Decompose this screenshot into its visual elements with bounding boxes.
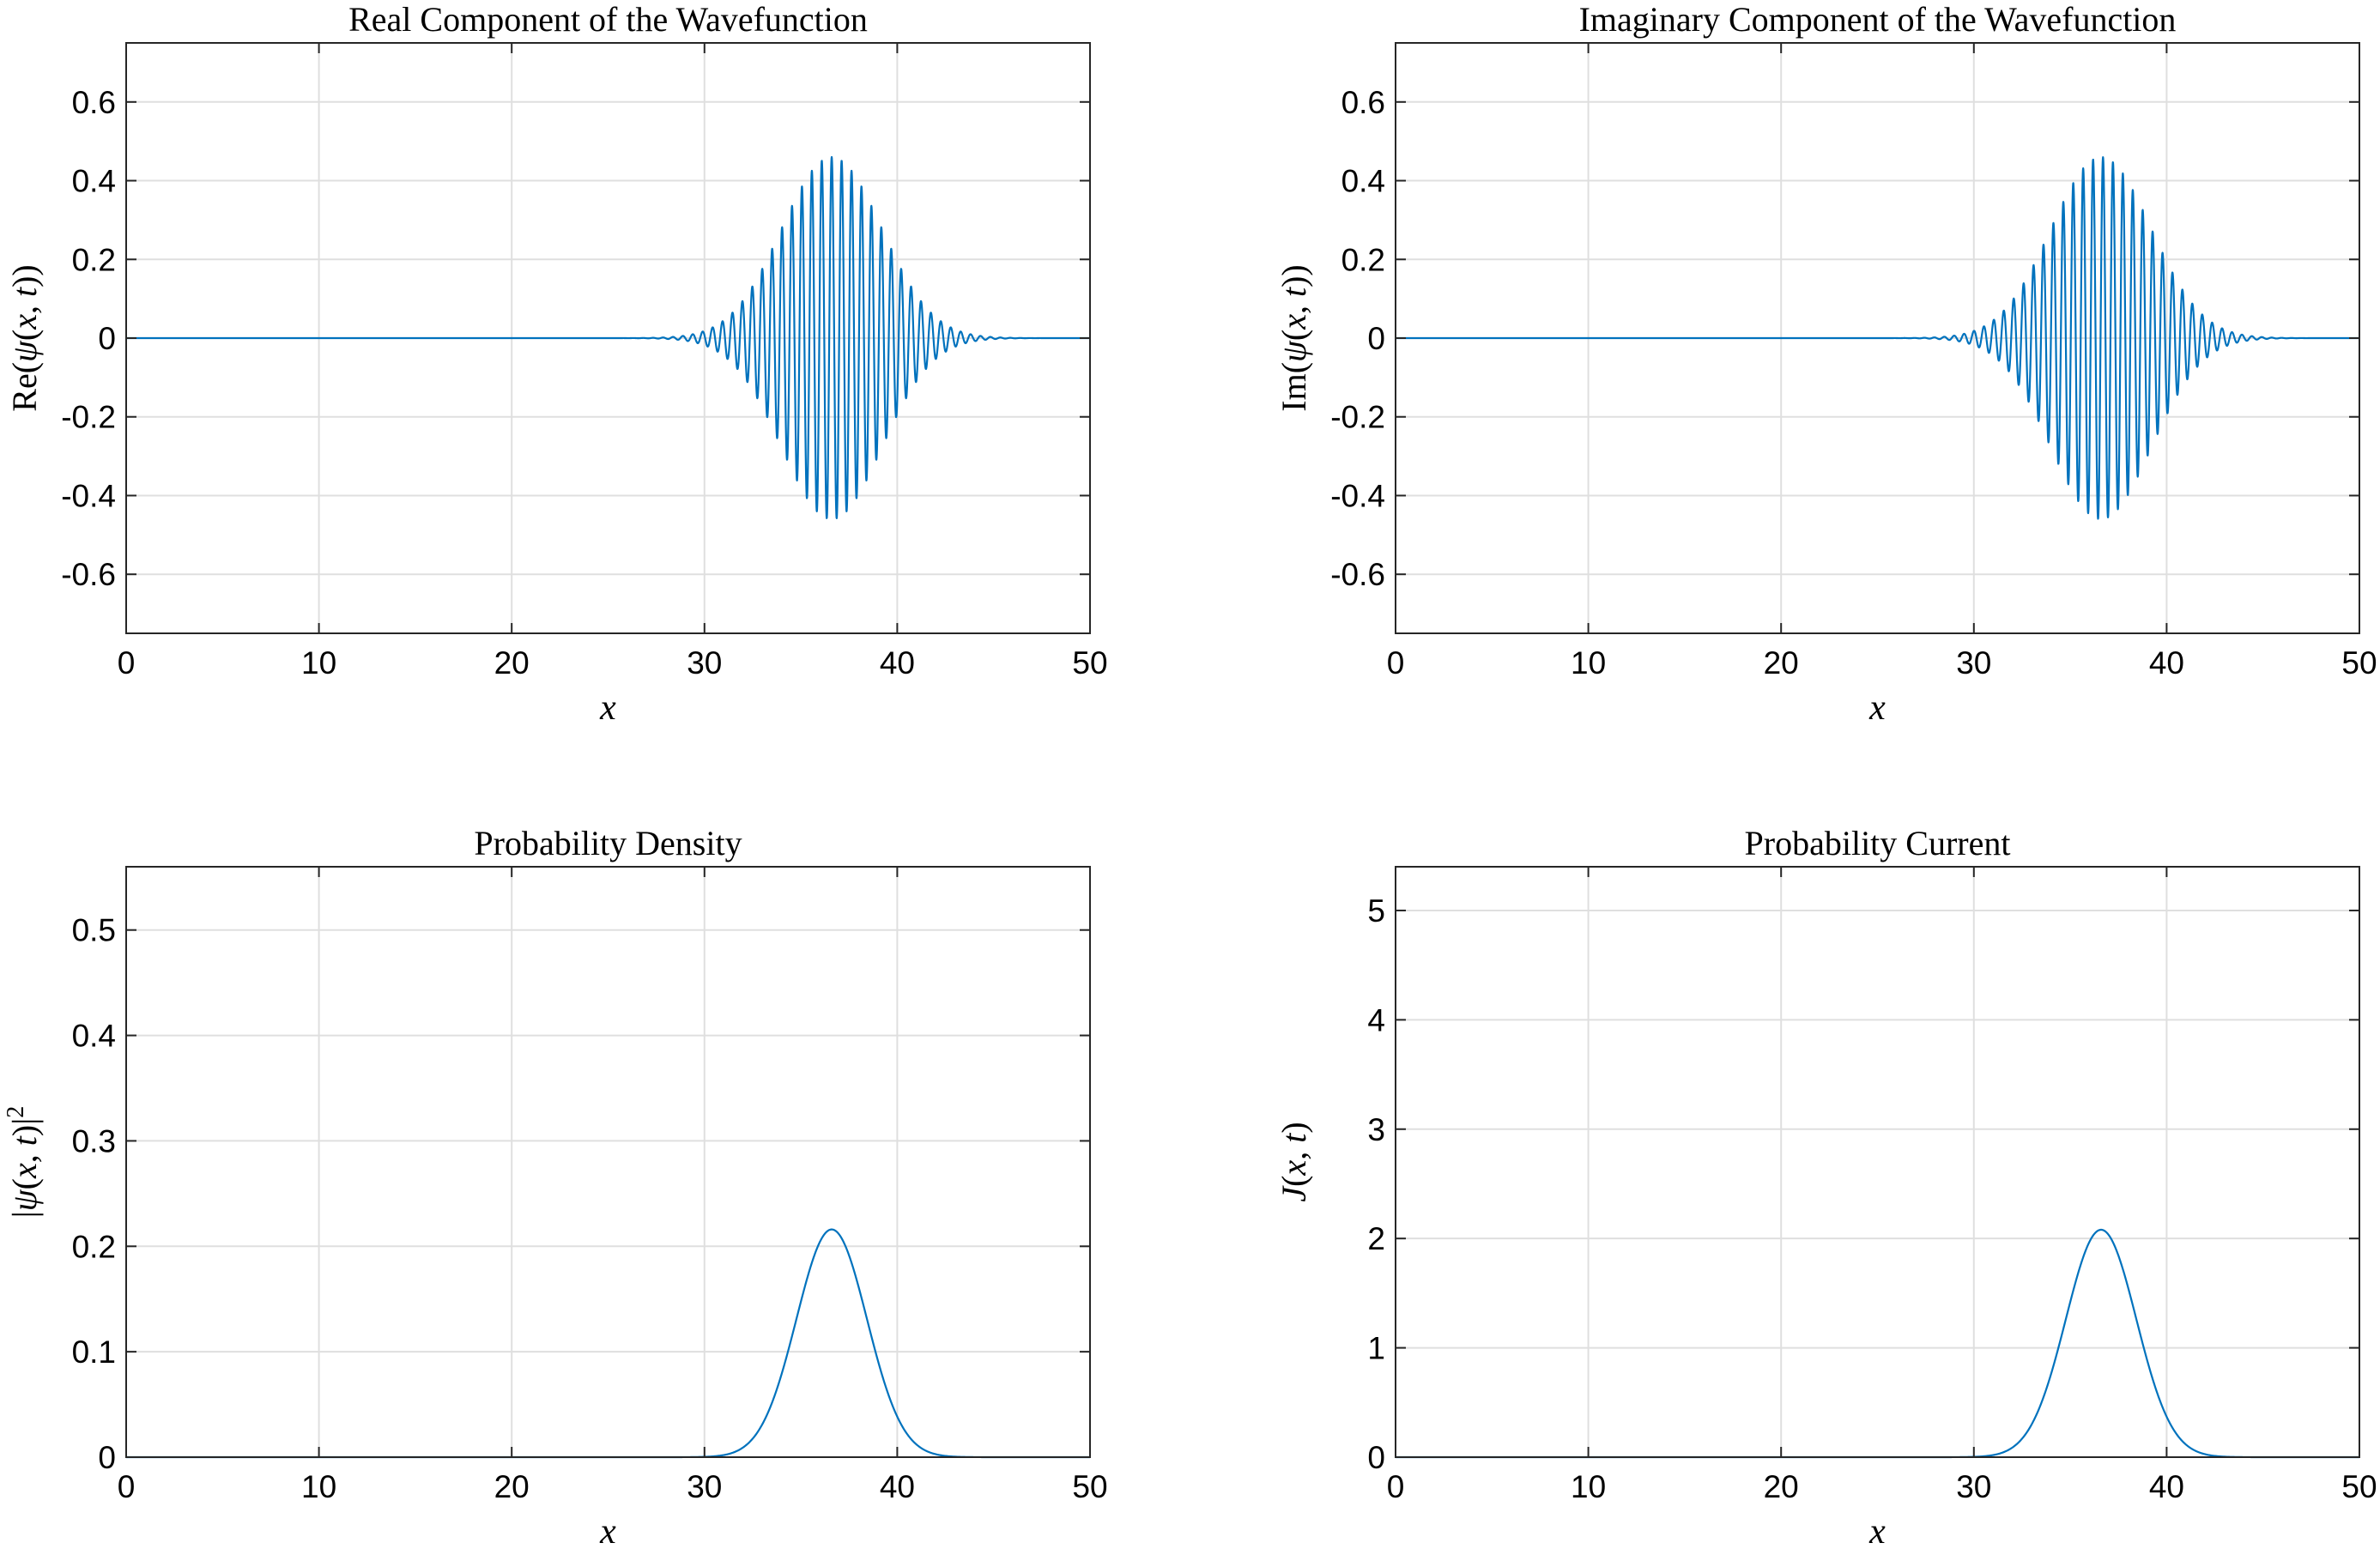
prob-current-title: Probability Current [1745, 824, 2011, 862]
real-part-ytick-label: -0.2 [61, 400, 116, 435]
imag-part-xtick-label: 50 [2341, 645, 2377, 681]
real-part-ytick-label: 0.4 [72, 164, 116, 199]
prob-current-ytick-label: 4 [1367, 1002, 1385, 1038]
real-part-xtick-label: 0 [118, 645, 136, 681]
real-part-xtick-label: 10 [301, 645, 336, 681]
prob-density-ytick-label: 0.4 [72, 1019, 116, 1054]
prob-current-ytick-label: 3 [1367, 1112, 1385, 1147]
real-part-ytick-label: -0.4 [61, 478, 116, 513]
imag-part-ytick-label: 0 [1367, 321, 1385, 356]
imag-part-xtick-label: 20 [1764, 645, 1799, 681]
imag-part-ytick-label: -0.4 [1330, 478, 1385, 513]
real-part-xtick-label: 30 [687, 645, 722, 681]
imag-part-xtick-label: 40 [2149, 645, 2184, 681]
real-part-xtick-label: 20 [494, 645, 530, 681]
prob-density-ytick-label: 0.3 [72, 1123, 116, 1159]
chart-prob-current: 0 10 20 30 40 50 0 1 2 3 4 5 Probability Current x J(x… [1275, 824, 2377, 1552]
prob-current-xlabel: x [1868, 1512, 1886, 1552]
prob-current-xtick-label: 10 [1571, 1469, 1606, 1504]
prob-current-ytick-label: 1 [1367, 1331, 1385, 1366]
imag-part-ytick-label: -0.2 [1330, 400, 1385, 435]
prob-density-xtick-label: 20 [494, 1469, 530, 1504]
real-part-series-line [125, 155, 1091, 519]
prob-density-ytick-label: 0.2 [72, 1229, 116, 1264]
prob-current-xtick-label: 30 [1956, 1469, 1991, 1504]
chart-real-part: 0 10 20 30 40 50 -0.6 -0.4 -0.2 0 0.2 0.4 0.6 Real Co… [5, 0, 1108, 728]
prob-density-xtick-label: 40 [880, 1469, 915, 1504]
chart-imag-part: 0 10 20 30 40 50 -0.6 -0.4 -0.2 0 0.2 0.4 0.6 Imagina… [1275, 0, 2377, 728]
imag-part-ytick-label: 0.6 [1341, 85, 1385, 120]
prob-density-ytick-label: 0.1 [72, 1334, 116, 1370]
real-part-ytick-label: -0.6 [61, 557, 116, 592]
prob-current-xtick-label: 0 [1387, 1469, 1405, 1504]
prob-density-xlabel: x [599, 1512, 616, 1552]
prob-density-title: Probability Density [474, 824, 742, 862]
imag-part-ytick-label: 0.2 [1341, 242, 1385, 277]
imag-part-xtick-label: 30 [1956, 645, 1991, 681]
prob-current-ytick-label: 2 [1367, 1221, 1385, 1256]
imag-part-series-line [1395, 156, 2360, 520]
imag-part-xtick-label: 10 [1571, 645, 1606, 681]
prob-density-series-line [125, 1228, 1091, 1459]
prob-density-xtick-label: 50 [1072, 1469, 1107, 1504]
prob-density-ytick-label: 0 [98, 1440, 116, 1475]
real-part-ytick-label: 0 [98, 321, 116, 356]
prob-density-xtick-label: 30 [687, 1469, 722, 1504]
real-part-xtick-label: 40 [880, 645, 915, 681]
prob-density-axes-box [125, 866, 1091, 1458]
imag-part-xlabel: x [1868, 688, 1886, 728]
prob-current-xtick-label: 40 [2149, 1469, 2184, 1504]
prob-current-xtick-label: 50 [2341, 1469, 2377, 1504]
prob-current-ylabel: J(x, t) [1275, 1122, 1313, 1201]
imag-part-ylabel: Im(ψ(x, t)) [1275, 264, 1313, 411]
prob-current-ytick-label: 5 [1367, 893, 1385, 929]
imag-part-xtick-label: 0 [1387, 645, 1405, 681]
prob-density-xtick-label: 0 [118, 1469, 136, 1504]
imag-part-title: Imaginary Component of the Wavefunction [1579, 0, 2177, 39]
real-part-xtick-label: 50 [1072, 645, 1107, 681]
prob-density-ytick-label: 0.5 [72, 913, 116, 948]
imag-part-ytick-label: -0.6 [1330, 557, 1385, 592]
real-part-xlabel: x [599, 688, 616, 728]
chart-prob-density: 0 10 20 30 40 50 0 0.1 0.2 0.3 0.4 0.5 Probability D… [3, 824, 1108, 1552]
real-part-title: Real Component of the Wavefunction [348, 0, 868, 39]
prob-density-ylabel: |ψ(x, t)|2 [3, 1106, 45, 1218]
real-part-ylabel: Re(ψ(x, t)) [5, 264, 44, 411]
prob-current-xtick-label: 20 [1764, 1469, 1799, 1504]
prob-current-ytick-label: 0 [1367, 1440, 1385, 1475]
real-part-ytick-label: 0.6 [72, 85, 116, 120]
prob-current-series-line [1395, 1228, 2360, 1459]
prob-current-axes-box [1395, 866, 2360, 1458]
real-part-ytick-label: 0.2 [72, 242, 116, 277]
imag-part-ytick-label: 0.4 [1341, 164, 1385, 199]
prob-density-xtick-label: 10 [301, 1469, 336, 1504]
